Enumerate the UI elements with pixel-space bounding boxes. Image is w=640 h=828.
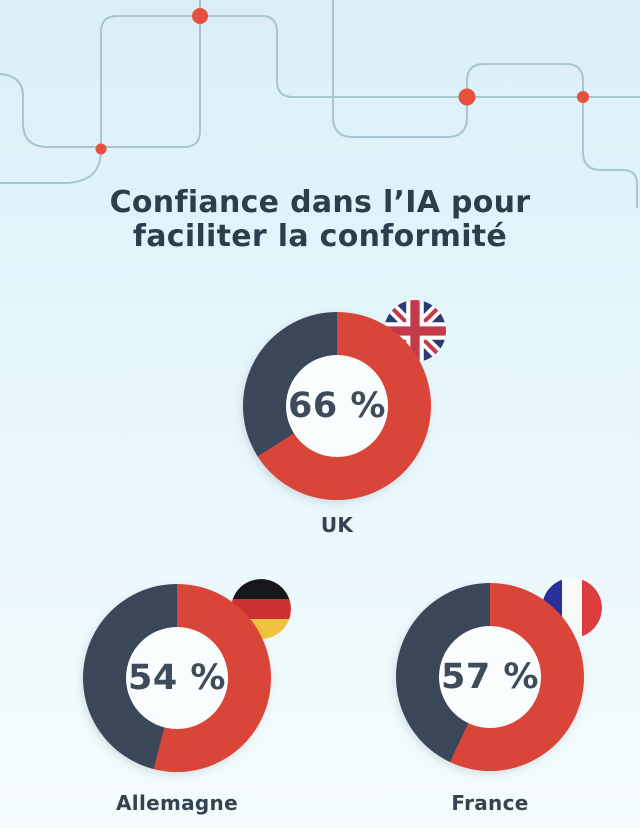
circuit-dot	[95, 143, 107, 155]
title-line-1: Confiance dans l’IA pour	[109, 185, 531, 220]
country-label-uk: UK	[320, 513, 354, 537]
page-title: Confiance dans l’IA pour faciliter la co…	[0, 186, 640, 253]
donut-value-france: 57 %	[441, 657, 539, 697]
country-label-germany: Allemagne	[116, 791, 238, 815]
donut-chart-uk: 66 %	[243, 312, 431, 500]
circuit-dot	[577, 91, 589, 103]
circuit-dot	[192, 8, 208, 24]
circuit-lines-decoration	[0, 0, 640, 208]
country-label-france: France	[451, 791, 529, 815]
donut-hole-germany: 54 %	[126, 627, 228, 729]
donut-chart-france: 57 %	[396, 583, 584, 771]
donut-hole-france: 57 %	[439, 626, 541, 728]
title-line-2: faciliter la conformité	[132, 218, 508, 254]
donut-chart-germany: 54 %	[83, 584, 271, 772]
donut-value-germany: 54 %	[128, 658, 226, 698]
donut-hole-uk: 66 %	[286, 355, 388, 457]
circuit-dot	[458, 88, 476, 106]
donut-value-uk: 66 %	[288, 386, 386, 426]
